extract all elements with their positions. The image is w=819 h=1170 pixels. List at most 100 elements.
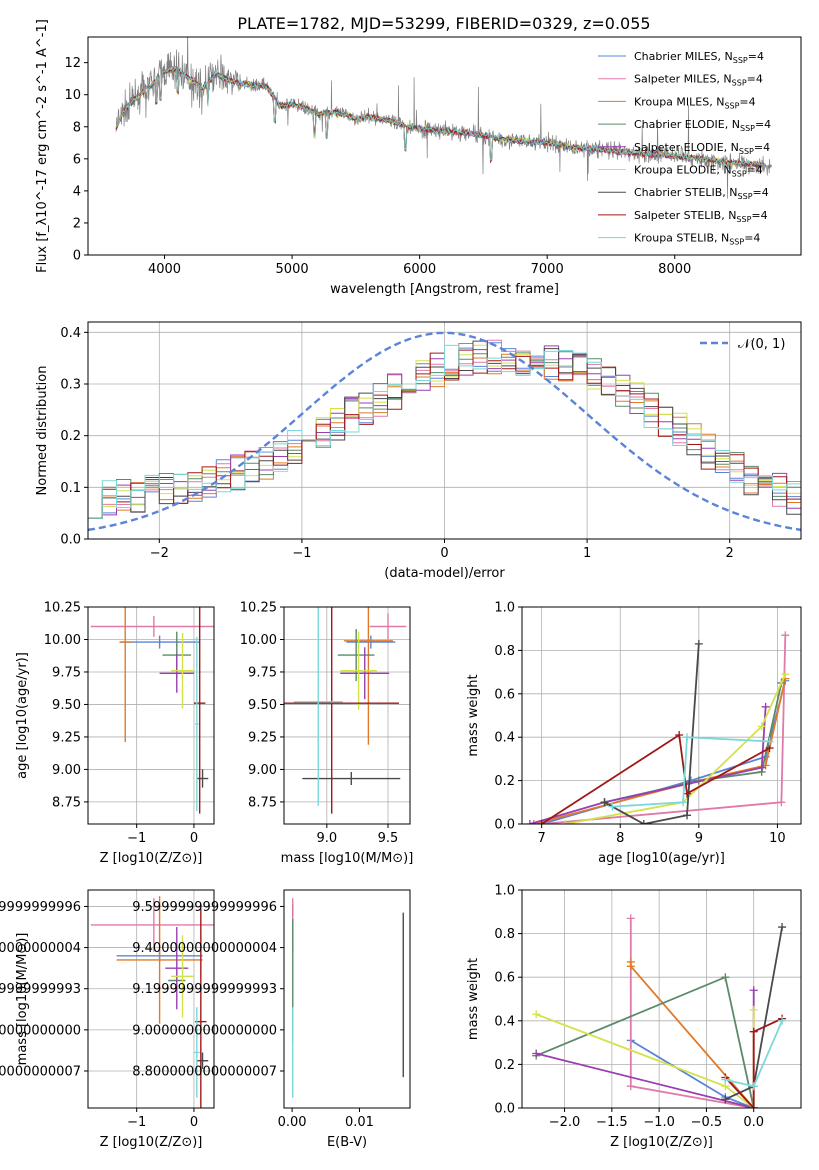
x-axis-label: wavelength [Angstrom, rest frame] bbox=[330, 282, 559, 297]
errorbar-point-chabrier-miles bbox=[119, 635, 200, 649]
weight-marker bbox=[683, 733, 692, 742]
x-axis-label: E(B-V) bbox=[327, 1135, 367, 1150]
x-tick-label: 5000 bbox=[276, 262, 309, 277]
weight-marker bbox=[749, 1104, 758, 1108]
histogram-kroupa-stelib bbox=[88, 344, 801, 519]
errorbar-point-salpeter-miles bbox=[90, 616, 214, 637]
y-axis-label: mass weight bbox=[466, 674, 481, 756]
y-tick-label: 9.50 bbox=[52, 698, 81, 713]
weight-marker bbox=[778, 1016, 787, 1025]
weight-marker bbox=[537, 820, 546, 824]
axes-frame bbox=[87, 36, 802, 256]
weight-marker bbox=[626, 914, 635, 923]
weight-line bbox=[724, 1017, 783, 1108]
weight-marker bbox=[532, 1049, 541, 1058]
weight-marker bbox=[749, 1082, 758, 1091]
x-tick-label: −1.5 bbox=[596, 1115, 628, 1130]
y-tick-label: 8.8000000000000007 bbox=[132, 1064, 277, 1079]
y-tick-label: 12 bbox=[64, 56, 81, 71]
weight-marker bbox=[757, 722, 766, 731]
y-tick-label: 9.25 bbox=[52, 730, 81, 745]
axes-frame bbox=[87, 606, 215, 825]
x-axis-label: Z [log10(Z/Z⊙)] bbox=[610, 1135, 713, 1150]
axes-residuals: −2 −1 0 1 2 0.0 0.1 0.2 0.3 0.4 (data-model)/error… bbox=[35, 321, 802, 581]
weight-marker bbox=[781, 631, 790, 640]
y-tick-label: 0.6 bbox=[494, 971, 515, 986]
errorbar-point-chabrier-elodie bbox=[337, 629, 375, 682]
weight-marker bbox=[749, 986, 758, 995]
weight-marker bbox=[639, 820, 648, 824]
legend-label: Salpeter MILES, NSSP=4 bbox=[634, 73, 763, 88]
y-tick-label: 9.0000000000000000 bbox=[0, 1023, 81, 1038]
y-tick-label: 0.4 bbox=[60, 326, 81, 341]
x-axis-label: mass [log10(M/M⊙)] bbox=[281, 851, 414, 866]
errorbar-point-salpeter-elodie bbox=[165, 927, 189, 1010]
y-tick-label: 0.8 bbox=[494, 927, 515, 942]
histogram-salpeter-stelib bbox=[88, 349, 801, 519]
plot-area bbox=[88, 331, 801, 532]
y-axis-label: Normed distribution bbox=[35, 366, 50, 496]
axes-mass-vs-ebv: 0.00 0.01 8.8000000000000007 9.000000000000… bbox=[132, 889, 411, 1150]
axes-spectrum: 4000 5000 6000 7000 8000 0 2 4 6 8 10 12 wavelength … bbox=[35, 19, 802, 297]
spectrum-legend: Chabrier MILES, NSSP=4 Salpeter MILES, NS… bbox=[598, 50, 771, 247]
y-tick-label: 9.75 bbox=[52, 665, 81, 680]
plot-area bbox=[292, 898, 404, 1098]
legend-label: Kroupa MILES, NSSP=4 bbox=[634, 95, 756, 110]
weight-line bbox=[533, 678, 787, 824]
errorbar-point-kroupa-elodie bbox=[171, 935, 194, 1018]
weight-marker bbox=[626, 1082, 635, 1091]
plot-area bbox=[90, 607, 214, 814]
x-tick-label: 2 bbox=[726, 546, 734, 561]
weight-line bbox=[612, 736, 770, 808]
x-tick-label: 0.00 bbox=[278, 1115, 307, 1130]
y-tick-label: 9.1999999999999993 bbox=[0, 982, 81, 997]
y-tick-label: 0.3 bbox=[60, 378, 81, 393]
y-tick-label: 10 bbox=[64, 88, 81, 103]
errorbar-point-salpeter-elodie bbox=[159, 653, 194, 693]
axes-frame bbox=[87, 889, 215, 1109]
errorbar-point-salpeter-miles bbox=[90, 898, 214, 952]
weight-marker bbox=[721, 1075, 730, 1084]
x-tick-label: 0 bbox=[190, 1115, 198, 1130]
weight-marker bbox=[608, 802, 617, 811]
weight-marker bbox=[525, 820, 534, 824]
y-tick-label: 0 bbox=[73, 249, 81, 264]
y-tick-label: 0.2 bbox=[494, 774, 515, 789]
weight-series-salpeter-stelib bbox=[537, 731, 774, 824]
x-axis-label: Z [log10(Z/Z⊙)] bbox=[100, 851, 203, 866]
x-tick-label: 0.0 bbox=[743, 1115, 764, 1130]
weight-marker bbox=[721, 973, 730, 982]
weight-marker bbox=[529, 820, 538, 824]
axes-frame bbox=[521, 606, 802, 825]
weight-marker bbox=[561, 820, 570, 824]
y-tick-label: 10.00 bbox=[44, 633, 81, 648]
x-tick-label: −1 bbox=[292, 546, 311, 561]
legend-label: Chabrier STELIB, NSSP=4 bbox=[634, 186, 769, 201]
axes-weight-vs-Z: −2.0 −1.5 −1.0 −0.5 0.0 0.0 0.2 0.4 0.6 0.8 1.0 Z [… bbox=[466, 884, 802, 1150]
y-tick-label: 8.8000000000000007 bbox=[0, 1064, 81, 1079]
errorbar-point-chabrier-stelib bbox=[196, 1052, 209, 1069]
axes-age-vs-Z: −1 0 8.75 9.00 9.25 9.50 9.75 10.00 10.25 Z [log1… bbox=[15, 601, 215, 866]
y-tick-label: 9.1999999999999993 bbox=[132, 982, 277, 997]
y-tick-label: 0.2 bbox=[60, 429, 81, 444]
y-tick-label: 9.00 bbox=[248, 763, 277, 778]
plot-area bbox=[115, 37, 772, 199]
y-tick-label: 0.4 bbox=[494, 1014, 515, 1029]
x-tick-label: 0.01 bbox=[345, 1115, 374, 1130]
y-tick-label: 10.25 bbox=[44, 601, 81, 616]
errorbar-point-salpeter-miles bbox=[369, 613, 407, 640]
errorbar-point-kroupa-elodie bbox=[340, 631, 377, 710]
x-tick-label: −2.0 bbox=[549, 1115, 581, 1130]
y-tick-label: 9.4000000000000004 bbox=[132, 941, 277, 956]
legend-label: Chabrier ELODIE, NSSP=4 bbox=[634, 118, 771, 133]
errorbar-point-chabrier-miles bbox=[346, 635, 396, 649]
y-tick-label: 6 bbox=[73, 152, 81, 167]
x-tick-label: 9 bbox=[695, 831, 703, 846]
legend-label: Kroupa ELODIE, NSSP=4 bbox=[634, 164, 763, 179]
y-tick-label: 2 bbox=[73, 216, 81, 231]
x-tick-label: 8000 bbox=[658, 262, 691, 277]
y-tick-label: 8 bbox=[73, 120, 81, 135]
errorbar-point-kroupa-stelib bbox=[193, 1007, 200, 1098]
errorbar-point-chabrier-stelib bbox=[196, 769, 209, 788]
